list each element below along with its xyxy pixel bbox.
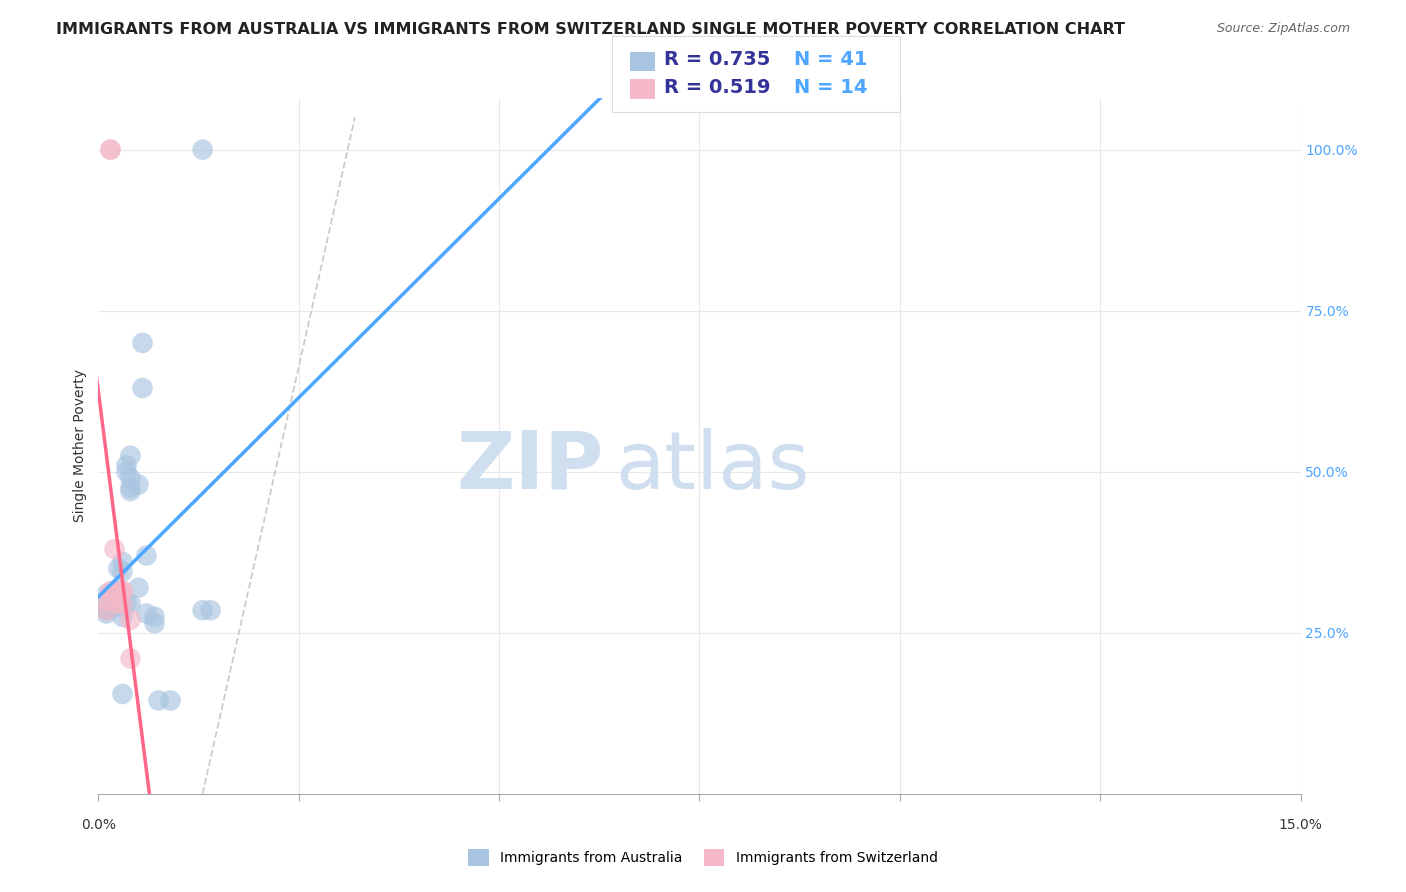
Point (115, 597, 138, 611)
Point (107, 587, 129, 601)
Text: Source: ZipAtlas.com: Source: ZipAtlas.com (1216, 22, 1350, 36)
Point (111, 597, 134, 611)
Point (191, 603, 214, 617)
Point (120, 613, 142, 627)
Point (131, 381, 153, 395)
Point (96, 593, 118, 607)
Point (111, 600, 134, 615)
Point (135, 607, 157, 621)
Text: 15.0%: 15.0% (1278, 818, 1323, 832)
Point (103, 597, 125, 611)
Point (100, 143, 122, 157)
Point (96, 593, 118, 607)
Point (111, 555, 134, 569)
Point (103, 542, 125, 557)
Text: 0.0%: 0.0% (82, 818, 115, 832)
Text: N = 14: N = 14 (794, 78, 868, 97)
Point (120, 484, 142, 499)
Point (111, 609, 134, 624)
Point (111, 687, 134, 701)
Point (96, 597, 118, 611)
Point (143, 609, 166, 624)
Point (128, 477, 150, 491)
Point (135, 549, 157, 563)
Legend: Immigrants from Australia, Immigrants from Switzerland: Immigrants from Australia, Immigrants fr… (463, 844, 943, 871)
Text: ZIP: ZIP (456, 428, 603, 506)
Point (96, 587, 118, 601)
Point (111, 584, 134, 599)
Point (100, 587, 122, 601)
Point (200, 603, 222, 617)
Y-axis label: Single Mother Poverty: Single Mother Poverty (73, 369, 87, 523)
Point (96, 603, 118, 617)
Text: IMMIGRANTS FROM AUSTRALIA VS IMMIGRANTS FROM SWITZERLAND SINGLE MOTHER POVERTY C: IMMIGRANTS FROM AUSTRALIA VS IMMIGRANTS … (56, 22, 1125, 37)
Point (120, 597, 142, 611)
Point (103, 591, 125, 605)
Point (159, 693, 181, 707)
Point (103, 587, 125, 601)
Point (100, 143, 122, 157)
Point (107, 561, 129, 575)
Point (107, 584, 129, 599)
Point (107, 597, 129, 611)
Point (115, 465, 138, 479)
Point (107, 593, 129, 607)
Point (120, 471, 142, 485)
Point (120, 481, 142, 495)
Point (96, 600, 118, 615)
Point (143, 616, 166, 631)
Text: atlas: atlas (616, 428, 810, 506)
Text: R = 0.519: R = 0.519 (664, 78, 770, 97)
Point (103, 584, 125, 599)
Point (131, 335, 153, 350)
Point (111, 584, 134, 599)
Point (120, 449, 142, 463)
Text: R = 0.735: R = 0.735 (664, 50, 770, 70)
Point (100, 584, 122, 599)
Point (100, 600, 122, 615)
Text: N = 41: N = 41 (794, 50, 868, 70)
Point (128, 581, 150, 595)
Point (191, 143, 214, 157)
Point (115, 458, 138, 473)
Point (148, 693, 170, 707)
Point (96, 607, 118, 621)
Point (120, 651, 142, 665)
Point (103, 600, 125, 615)
Point (111, 565, 134, 579)
Point (96, 603, 118, 617)
